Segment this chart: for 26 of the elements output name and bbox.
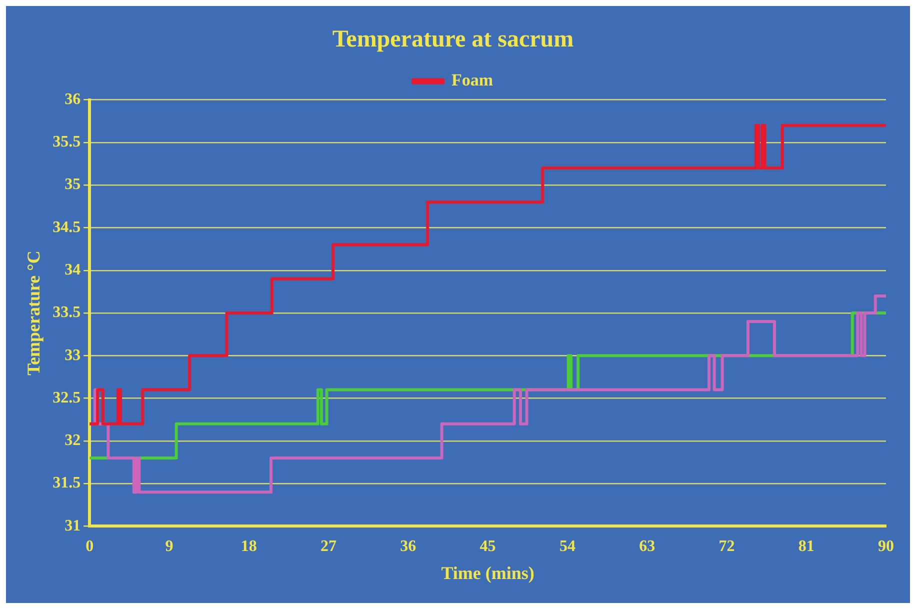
y-tick-label: 36 [64,90,81,108]
y-axis-title: Temperature °C [23,250,44,376]
x-tick-label: 18 [240,538,257,555]
x-tick-label: 81 [798,538,814,555]
y-tick-label: 31.5 [52,474,81,492]
y-tick-label: 35 [64,176,81,194]
y-tick-label: 33 [64,346,81,364]
y-tick-label: 34 [64,262,81,278]
y-tick-label: 34.5 [52,218,81,236]
legend-label: Foam [451,70,494,90]
x-axis-title: Time (mins) [441,562,534,583]
x-tick-label: 27 [320,538,337,555]
x-tick-label: 36 [400,538,416,555]
x-tick-label: 9 [165,538,174,555]
x-tick-label: 0 [86,538,94,555]
y-tick-label: 35.5 [52,134,81,151]
y-tick-label: 33.5 [52,304,81,322]
x-tick-label: 90 [878,538,894,555]
x-tick-label: 72 [718,538,735,555]
y-tick-label: 31 [64,517,81,534]
y-tick-label: 32 [64,432,81,450]
x-tick-label: 63 [639,538,656,555]
x-tick-label: 54 [559,538,576,555]
x-tick-label: 45 [480,538,496,555]
y-tick-label: 32.5 [52,389,81,406]
chart-title: Temperature at sacrum [332,26,574,53]
